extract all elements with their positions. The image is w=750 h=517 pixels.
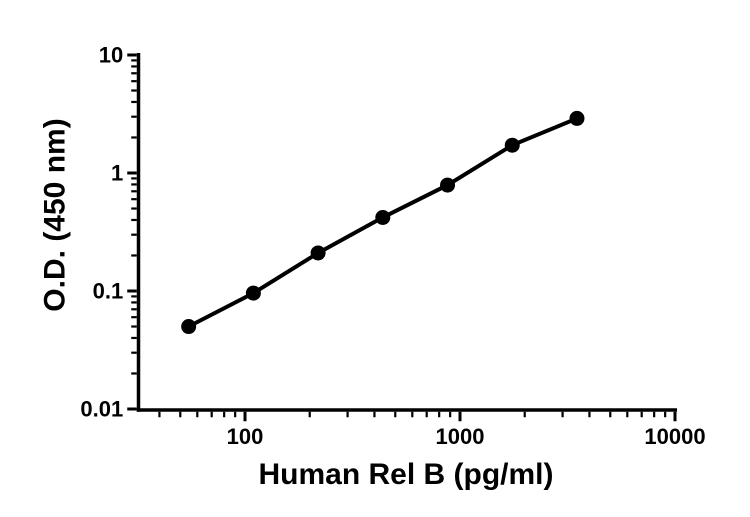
y-tick-label: 0.1 — [93, 279, 124, 304]
data-point-marker — [310, 245, 326, 261]
x-tick-label: 100 — [227, 424, 264, 449]
data-point-marker — [569, 110, 585, 126]
x-tick-label: 1000 — [436, 424, 485, 449]
y-tick-label: 0.01 — [80, 397, 123, 422]
data-point-marker — [245, 285, 261, 301]
data-point-marker — [504, 137, 520, 153]
data-point-marker — [181, 319, 197, 335]
chart-layer: 100 1000 10000 10 1 0.1 0.01 — [80, 43, 705, 450]
y-axis-title: O.D. (450 nm) — [39, 118, 72, 311]
y-tick-label: 10 — [99, 43, 123, 68]
y-tick-label: 1 — [111, 161, 123, 186]
data-point-marker — [375, 209, 391, 225]
data-point-marker — [440, 177, 456, 193]
x-tick-label: 10000 — [644, 424, 705, 449]
x-axis-title: Human Rel B (pg/ml) — [258, 458, 553, 491]
